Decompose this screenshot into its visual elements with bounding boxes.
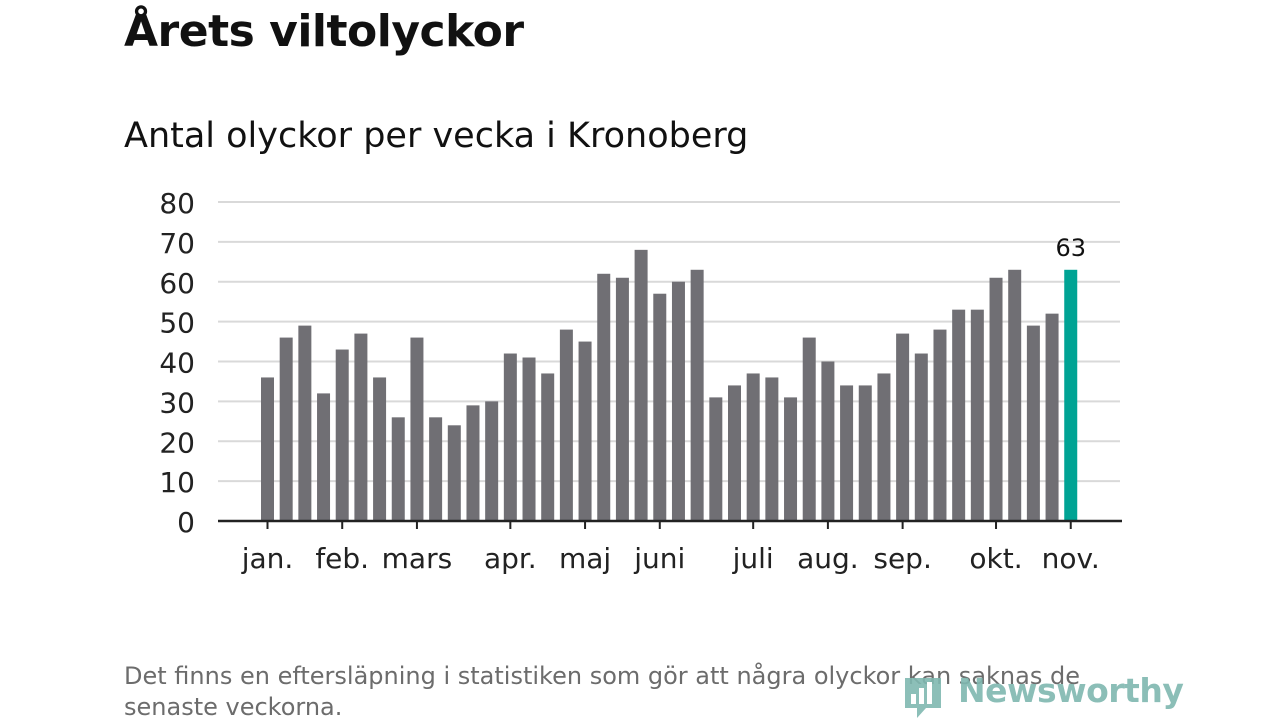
bar [877,373,891,521]
bar [503,353,517,521]
x-tick-label: maj [559,542,611,575]
bar [410,337,424,521]
y-tick-label: 0 [177,506,195,539]
y-tick-label: 40 [159,347,195,380]
x-tick-label: juli [732,542,774,575]
x-tick-label: feb. [315,542,369,575]
bar [840,385,854,521]
bar [952,309,966,521]
data-label: 63 [1055,234,1086,262]
y-tick-label: 30 [159,386,195,419]
x-tick-label: apr. [484,542,537,575]
page-title: Årets viltolyckor [124,6,524,57]
bar [298,325,312,521]
bar [896,333,910,521]
bar [933,329,947,521]
bar [765,377,779,521]
brand-name: Newsworthy [958,671,1184,710]
bar [317,393,331,521]
bar [615,277,629,521]
bar [373,377,387,521]
x-tick-label: juni [633,542,685,575]
bar [447,425,461,521]
bar [1008,269,1022,521]
bar [728,385,741,521]
brand-logo[interactable]: Newsworthy [902,668,1184,720]
bar [335,349,349,521]
bar [485,401,499,521]
bar [597,273,611,521]
highlighted-bar [1064,269,1078,521]
bar [391,417,405,521]
bar [354,333,368,521]
bar [1026,325,1040,521]
bar [858,385,872,521]
bar [559,329,573,521]
bar [578,341,592,521]
bar [466,405,480,521]
bar [522,357,536,521]
newsworthy-chart-bubble-icon [905,678,941,718]
x-tick-label: nov. [1042,542,1100,575]
x-tick-label: okt. [969,542,1022,575]
bar [914,353,928,521]
bar [671,281,685,521]
bar [802,337,816,521]
x-tick-label: jan. [241,542,294,575]
x-tick-label: aug. [797,542,859,575]
bar [429,417,443,521]
bar [784,397,798,521]
y-tick-label: 10 [159,466,195,499]
bar [261,377,274,521]
bar [634,249,648,521]
bar [279,337,293,521]
bar [709,397,723,521]
bar [989,277,1003,521]
bar [653,293,667,521]
bar [746,373,760,521]
chart-subtitle: Antal olyckor per vecka i Kronoberg [124,116,749,156]
bar [821,361,835,521]
y-tick-label: 80 [159,187,195,220]
bar [541,373,555,521]
y-tick-label: 60 [159,267,195,300]
bar [970,309,984,521]
x-tick-label: sep. [873,542,932,575]
bar [690,269,704,521]
y-tick-label: 20 [159,426,195,459]
bar [1045,313,1059,521]
y-tick-label: 70 [159,227,195,260]
y-tick-label: 50 [159,307,195,340]
x-tick-label: mars [382,542,453,575]
